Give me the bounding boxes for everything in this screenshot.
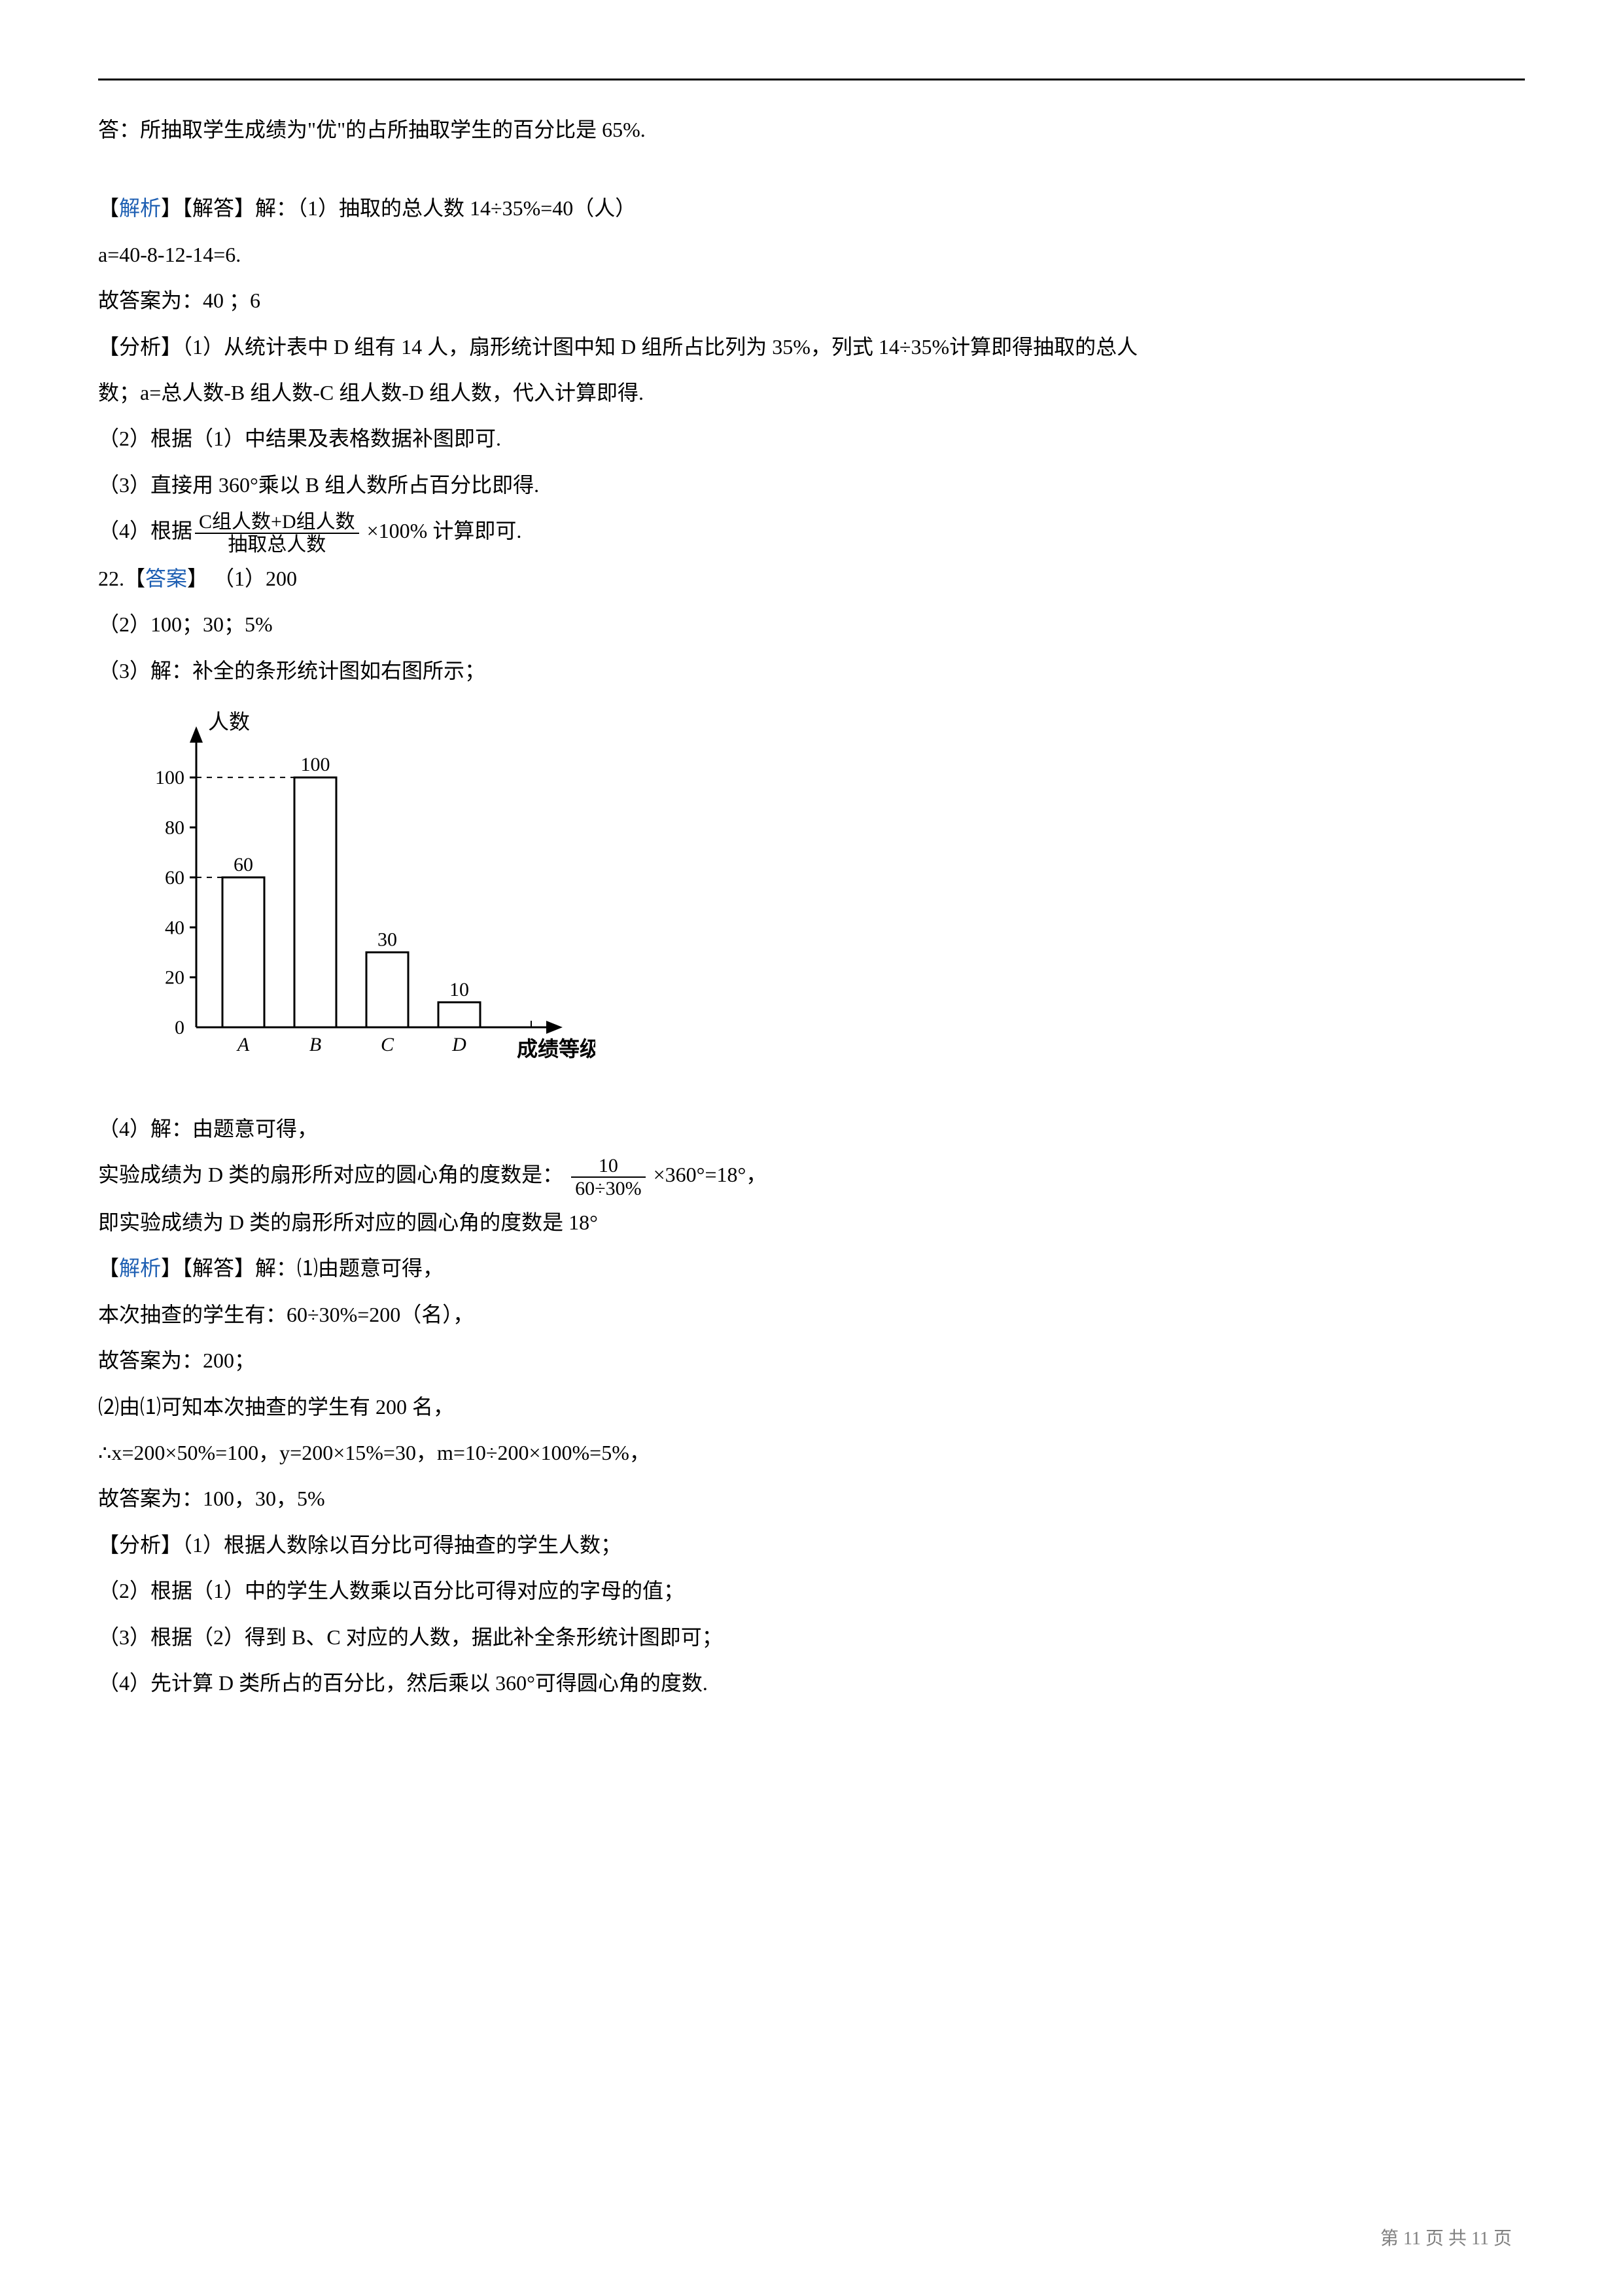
svg-text:A: A bbox=[236, 1034, 250, 1055]
analysis-detail-2: 数；a=总人数-B 组人数-C 组人数-D 组人数，代入计算即得. bbox=[98, 370, 1525, 415]
calc-line-a: a=40-8-12-14=6. bbox=[98, 232, 1525, 277]
q22-post: 】 （1）200 bbox=[187, 567, 297, 590]
svg-text:C: C bbox=[381, 1034, 394, 1055]
fraction-formula: C组人数+D组人数抽取总人数 bbox=[195, 511, 359, 556]
svg-text:20: 20 bbox=[165, 967, 184, 989]
analysis-detail-1: 【分析】（1）从统计表中 D 组有 14 人，扇形统计图中知 D 组所占比列为 … bbox=[98, 324, 1525, 370]
q22-answer-line: 22.【答案】 （1）200 bbox=[98, 556, 1525, 601]
q22-summary-2: （2）根据（1）中的学生人数乘以百分比可得对应的字母的值； bbox=[98, 1568, 1525, 1614]
svg-text:成绩等级: 成绩等级 bbox=[517, 1037, 595, 1061]
q22-calc-2: ⑵由⑴可知本次抽查的学生有 200 名， bbox=[98, 1384, 1525, 1430]
svg-text:40: 40 bbox=[165, 917, 184, 938]
footer-post: 页 bbox=[1489, 2229, 1512, 2249]
frac-d-den: 60÷30% bbox=[571, 1178, 645, 1199]
svg-text:60: 60 bbox=[234, 854, 253, 875]
page-footer: 第 11 页 共 11 页 bbox=[1380, 2224, 1512, 2250]
q22-calc-1: 本次抽查的学生有：60÷30%=200（名）， bbox=[98, 1292, 1525, 1337]
svg-text:100: 100 bbox=[301, 754, 330, 775]
q22-calc-3: ∴x=200×50%=100，y=200×15%=30，m=10÷200×100… bbox=[98, 1430, 1525, 1475]
q22-pre: 22.【 bbox=[98, 567, 145, 590]
fraction-d: 1060÷30% bbox=[571, 1155, 645, 1199]
q22-summary-3: （3）根据（2）得到 B、C 对应的人数，据此补全条形统计图即可； bbox=[98, 1614, 1525, 1660]
svg-text:10: 10 bbox=[449, 979, 469, 1000]
svg-text:60: 60 bbox=[165, 867, 184, 889]
calc-suffix: ×360°=18°， bbox=[648, 1163, 767, 1186]
analysis-text: 】【解答】解：（1）抽取的总人数 14÷35%=40（人） bbox=[161, 196, 636, 220]
svg-text:100: 100 bbox=[155, 767, 184, 788]
q22-part4-intro: （4）解：由题意可得， bbox=[98, 1106, 1525, 1152]
footer-pre: 第 bbox=[1380, 2229, 1403, 2249]
svg-text:30: 30 bbox=[377, 928, 397, 950]
footer-mid: 页 共 bbox=[1421, 2229, 1471, 2249]
answer-line: 答：所抽取学生成绩为"优"的占所抽取学生的百分比是 65%. bbox=[98, 107, 1525, 152]
q22-ans-2: 故答案为：100，30，5% bbox=[98, 1475, 1525, 1521]
q22-part3: （3）解：补全的条形统计图如右图所示； bbox=[98, 648, 1525, 694]
q22-ans-1: 故答案为：200； bbox=[98, 1337, 1525, 1383]
bar-chart-svg: 人数 0 20 40 60 80 100 60 A 100 B 30 C 10 D 成绩等级 bbox=[124, 707, 595, 1073]
svg-text:80: 80 bbox=[165, 817, 184, 838]
calc-prefix: 实验成绩为 D 类的扇形所对应的圆心角的度数是： bbox=[98, 1163, 568, 1186]
frac-suffix: ×100% 计算即可. bbox=[362, 519, 522, 542]
bar-chart: 人数 0 20 40 60 80 100 60 A 100 B 30 C 10 D 成绩等级 bbox=[124, 707, 1525, 1073]
q22-part4-result: 即实验成绩为 D 类的扇形所对应的圆心角的度数是 18° bbox=[98, 1199, 1525, 1245]
svg-text:人数: 人数 bbox=[208, 710, 250, 733]
analysis-line-1: 【解析】【解答】解：（1）抽取的总人数 14÷35%=40（人） bbox=[98, 185, 1525, 231]
analysis-detail-4: （3）直接用 360°乘以 B 组人数所占百分比即得. bbox=[98, 462, 1525, 508]
frac-prefix: （4）根据 bbox=[98, 519, 192, 542]
analysis-text-2: 】【解答】解：⑴由题意可得， bbox=[161, 1256, 444, 1280]
analysis-detail-3: （2）根据（1）中结果及表格数据补图即可. bbox=[98, 415, 1525, 461]
frac-num: C组人数+D组人数 bbox=[195, 511, 359, 534]
analysis-detail-5: （4）根据C组人数+D组人数抽取总人数 ×100% 计算即可. bbox=[98, 508, 1525, 556]
footer-total: 11 bbox=[1471, 2229, 1489, 2249]
bracket2: 【 bbox=[98, 1256, 119, 1280]
q22-analysis-header: 【解析】【解答】解：⑴由题意可得， bbox=[98, 1245, 1525, 1291]
frac-d-num: 10 bbox=[571, 1155, 645, 1178]
q22-part2: （2）100；30；5% bbox=[98, 601, 1525, 647]
svg-text:D: D bbox=[451, 1034, 466, 1055]
footer-page: 11 bbox=[1403, 2229, 1421, 2249]
svg-text:B: B bbox=[309, 1034, 321, 1055]
answer-label: 答案 bbox=[145, 567, 187, 590]
bracket: 【 bbox=[98, 196, 119, 220]
frac-den: 抽取总人数 bbox=[195, 534, 359, 556]
svg-text:0: 0 bbox=[175, 1017, 184, 1038]
q22-part4-calc: 实验成绩为 D 类的扇形所对应的圆心角的度数是： 1060÷30% ×360°=… bbox=[98, 1152, 1525, 1199]
q22-summary-1: 【分析】（1）根据人数除以百分比可得抽查的学生人数； bbox=[98, 1522, 1525, 1568]
top-rule bbox=[98, 79, 1525, 80]
answer-values: 故答案为：40 ；6 bbox=[98, 277, 1525, 323]
analysis-label-2: 解析 bbox=[119, 1256, 161, 1280]
q22-summary-4: （4）先计算 D 类所占的百分比，然后乘以 360°可得圆心角的度数. bbox=[98, 1660, 1525, 1706]
analysis-label: 解析 bbox=[119, 196, 161, 220]
